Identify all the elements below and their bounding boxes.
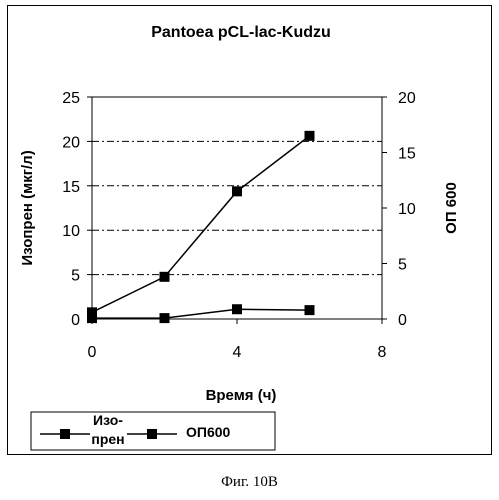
y-right-tick-label: 15 <box>398 146 416 163</box>
y-right-tick-label: 20 <box>398 90 416 107</box>
y-left-tick-label: 20 <box>62 134 80 151</box>
legend-1-swatch-marker <box>60 429 70 439</box>
legend-2-swatch-marker <box>147 429 157 439</box>
y-left-tick-label: 10 <box>62 223 80 240</box>
y-right-tick-label: 10 <box>398 201 416 218</box>
y-right-tick-label: 0 <box>398 312 407 329</box>
series-2-line <box>92 136 310 312</box>
series-2-point <box>160 272 170 282</box>
figure-caption: Фиг. 10B <box>0 474 499 491</box>
x-axis-label: Время (ч) <box>206 387 277 404</box>
y-left-tick-label: 25 <box>62 90 80 107</box>
legend-2-label: ОП600 <box>186 424 231 440</box>
legend-1-label: Изо- <box>93 412 123 428</box>
series-1-line <box>92 309 310 318</box>
series-1-point <box>232 304 242 314</box>
series-2-point <box>87 307 97 317</box>
series-1-point <box>160 313 170 323</box>
y-left-axis-label: Изопрен (мкг/л) <box>19 150 36 265</box>
series-2-point <box>305 131 315 141</box>
series-1-point <box>305 305 315 315</box>
y-left-tick-label: 15 <box>62 179 80 196</box>
y-right-tick-label: 5 <box>398 257 407 274</box>
x-tick-label: 0 <box>88 344 97 361</box>
y-left-tick-label: 0 <box>71 312 80 329</box>
legend-1-label: прен <box>91 431 124 447</box>
chart-title: Pantoea pCL-lac-Kudzu <box>151 24 331 41</box>
x-tick-label: 4 <box>233 344 242 361</box>
x-tick-label: 8 <box>378 344 387 361</box>
series-2-point <box>232 186 242 196</box>
y-right-axis-label: ОП 600 <box>443 182 460 234</box>
y-left-tick-label: 5 <box>71 268 80 285</box>
plot-area <box>92 97 382 319</box>
